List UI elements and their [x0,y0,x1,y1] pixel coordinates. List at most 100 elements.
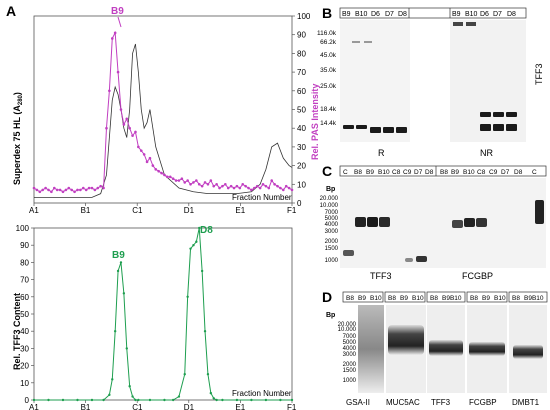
svg-text:B10: B10 [465,11,478,18]
panel-c-label-tff3: TFF3 [370,271,392,281]
peak-label-b9-pas: B9 [111,6,124,17]
svg-text:14.4k: 14.4k [320,120,337,127]
panel-b: B9 B10 D6 D7 D8 B9 B10 D6 D7 D8 116.0k 6… [317,7,544,158]
tff3-point [192,244,195,247]
pas-point [174,179,178,182]
x-tick-label: F1 [287,206,297,215]
tff3-point [111,378,114,381]
tff3-point [137,398,140,402]
panel-b-label-nr: NR [480,148,493,158]
svg-text:B8: B8 [512,295,520,302]
tff3-point [195,240,198,243]
svg-text:35.0k: 35.0k [320,67,337,74]
svg-text:B9: B9 [358,295,366,302]
pas-point [102,186,105,190]
pas-points [32,31,294,194]
pas-point [264,184,268,188]
pas-point [110,37,114,40]
pas-point [41,188,44,192]
svg-text:MUC5AC: MUC5AC [386,398,420,407]
svg-text:C8: C8 [477,169,486,176]
svg-text:116.0k: 116.0k [317,30,337,37]
pas-point [99,184,102,188]
pas-point [151,164,155,167]
panel-d-lane-labels: B8 B9 B10 B8 B9 B10 B8 B9B10 B8 B9 B10 B… [346,295,544,302]
y-tick-label: 100 [16,224,30,233]
pas-point [58,188,62,192]
tff3-point [128,385,131,388]
x-tick-label: F1 [287,403,297,410]
tff3-point [250,398,253,402]
svg-text:B8: B8 [470,295,478,302]
pas-point [171,177,175,180]
svg-text:C9: C9 [403,169,412,176]
blot-b-reduced [340,20,410,142]
pas-point [180,177,184,180]
panel-a-bottom-x-ticks: A1 B1 C1 D1 E1 F1 [29,400,297,410]
svg-text:4000: 4000 [343,346,357,352]
svg-text:TFF3: TFF3 [431,398,451,407]
pas-point [157,169,160,173]
svg-text:D6: D6 [371,11,380,18]
panel-c-lanes-left: C B8 B9 B10 C8 C9 D7 D8 [343,169,434,176]
x-tick-label: B1 [81,206,91,215]
pas-point [229,184,233,188]
panel-a-top-right-ticks: 0 10 20 30 40 50 60 70 80 90 100 [292,12,311,208]
tff3-point [203,330,207,333]
tff3-point [171,398,175,402]
svg-text:D8: D8 [398,11,407,18]
panel-c-lanes-right: B8 B9 B10 C8 C9 D7 D8 C [440,169,537,176]
pas-point [212,184,216,188]
svg-text:B10: B10 [355,11,368,18]
y-tick-label: 60 [20,293,29,302]
svg-text:2000: 2000 [343,362,357,368]
pas-point [105,126,108,130]
svg-text:B8: B8 [388,295,396,302]
pas-point [226,186,230,190]
y-tick-label: 70 [20,276,29,285]
tff3-point [163,398,166,402]
pas-point [284,184,288,188]
tff3-point [148,398,152,402]
svg-text:20.000: 20.000 [338,322,357,328]
pas-point [131,134,134,137]
blot-d-gsa2 [358,305,384,393]
tff3-point [108,393,111,397]
x-tick-label: B1 [81,403,91,410]
svg-text:B9: B9 [400,295,408,302]
pas-point [44,186,47,190]
pas-point [235,184,239,188]
y-tick-label: 10 [20,379,29,388]
svg-text:B9: B9 [451,169,459,176]
y-tick-label: 50 [20,310,29,319]
svg-text:C: C [343,169,348,176]
tff3-point [209,391,213,395]
pas-point [255,184,259,188]
pas-point [119,108,123,111]
pas-point [215,183,218,186]
svg-text:18.4k: 18.4k [320,106,337,113]
pas-point [148,156,152,160]
svg-text:B9: B9 [482,295,490,302]
panel-b-markers: 116.0k 66.2k 45.0k 35.0k 25.0k 18.4k 14.… [317,30,337,127]
pas-point [52,186,56,190]
y-tick-label: 30 [20,344,29,353]
svg-text:B9: B9 [342,11,351,18]
panel-c-markers: 20.000 10.000 7000 5000 4000 3000 2000 1… [320,196,339,264]
pas-point [192,181,195,184]
svg-text:D7: D7 [414,169,423,176]
tff3-point [183,373,186,376]
pas-point [253,186,256,190]
svg-text:B8: B8 [440,169,448,176]
x-tick-label: E1 [235,403,245,410]
y-tick-label: 80 [20,258,29,267]
x-tick-label: C1 [132,403,143,410]
pas-point [218,186,221,190]
svg-text:1500: 1500 [343,368,357,374]
pas-point [250,188,253,192]
tff3-point [116,269,120,273]
panel-a-top-ylabel-left: Superdex 75 HL (A280) [12,92,24,185]
svg-text:2000: 2000 [325,239,339,245]
pas-point [177,179,181,182]
panel-letter-b: B [322,5,332,21]
